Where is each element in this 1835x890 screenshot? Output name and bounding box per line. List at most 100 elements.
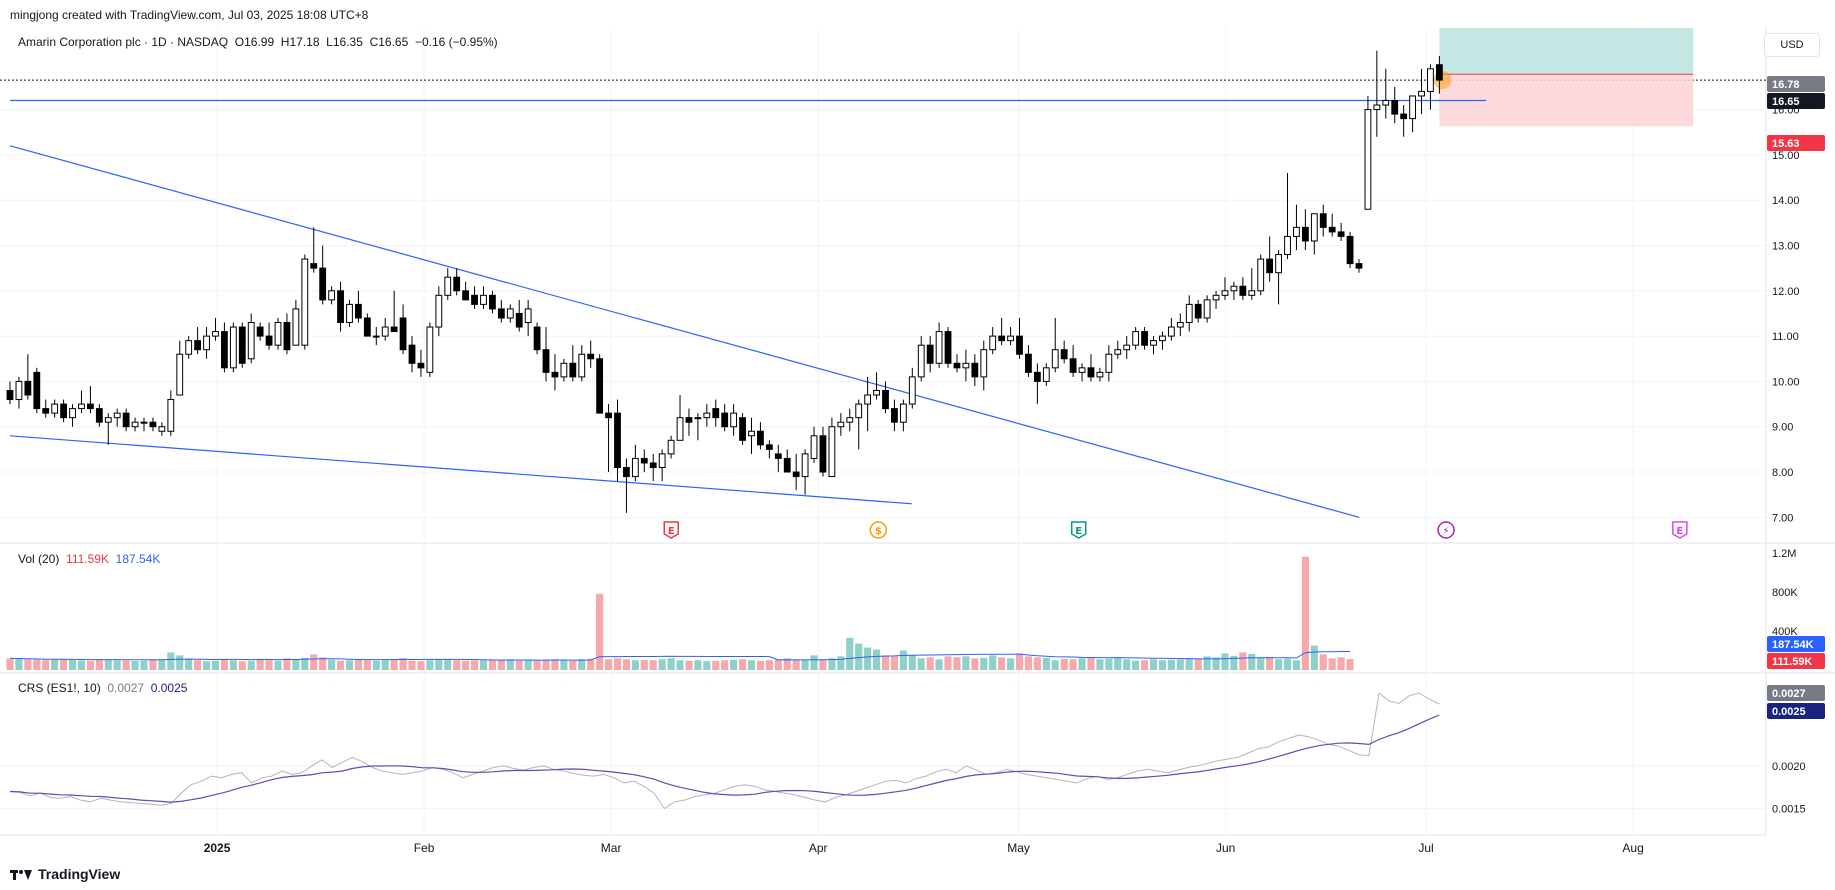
volume-bar xyxy=(247,660,255,670)
candle-body xyxy=(1105,353,1113,373)
candle-body xyxy=(238,326,246,364)
trendlines[interactable] xyxy=(9,99,1487,518)
open-value: 16.99 xyxy=(244,35,275,49)
volume-bar xyxy=(1105,658,1113,670)
candle-body xyxy=(962,362,970,369)
candle-body xyxy=(873,389,880,396)
candle-body xyxy=(229,326,237,369)
volume-bar xyxy=(899,650,907,670)
candle-body xyxy=(506,308,514,319)
candlestick-series xyxy=(6,50,1443,513)
time-tick-label: Feb xyxy=(414,841,435,855)
volume-bar xyxy=(265,660,273,670)
crs-legend[interactable]: CRS (ES1!, 10) 0.0027 0.0025 xyxy=(18,681,187,695)
volume-bar xyxy=(926,657,934,670)
dividend-marker-glyph: $ xyxy=(875,526,882,537)
volume-bar xyxy=(1221,653,1229,670)
earnings-marker xyxy=(663,521,680,539)
volume-bar xyxy=(1033,657,1041,670)
candle-body xyxy=(819,435,827,473)
candle-body xyxy=(372,335,380,338)
volume-bar xyxy=(596,593,604,670)
event-markers[interactable]: E $ E ⚡ E xyxy=(663,521,1688,539)
trendline xyxy=(9,145,1360,518)
candle-body xyxy=(989,335,997,351)
target-zone xyxy=(1439,28,1694,75)
candle-body xyxy=(1266,258,1274,274)
candle-body xyxy=(417,362,425,369)
candle-body xyxy=(908,376,916,405)
target-price-label: 16.78 xyxy=(1772,79,1800,91)
candle-body xyxy=(828,426,836,478)
volume-bar xyxy=(363,660,371,670)
volume-bar xyxy=(408,660,416,670)
earnings-marker-glyph: E xyxy=(1075,526,1082,537)
candle-body xyxy=(453,276,461,292)
candle-body xyxy=(390,326,398,333)
candle-body xyxy=(15,380,23,401)
volume-bar xyxy=(60,659,68,670)
candle-body xyxy=(596,358,604,414)
volume-bar xyxy=(77,660,86,670)
volume-bar xyxy=(1212,657,1220,670)
volume-bar xyxy=(801,660,809,670)
close-label: C xyxy=(369,35,379,49)
crs-ma-label: 0.0025 xyxy=(1772,706,1806,718)
high-label: H xyxy=(280,35,290,49)
volume-bar xyxy=(328,659,336,670)
volume-bar xyxy=(1176,659,1184,670)
volume-bar xyxy=(1069,659,1077,670)
candle-body xyxy=(426,326,434,373)
candle-body xyxy=(614,412,621,469)
volume-bar xyxy=(381,660,389,670)
candle-body xyxy=(221,331,228,369)
candle-body xyxy=(810,435,818,459)
candle-body xyxy=(757,430,764,446)
volume-bar xyxy=(1060,658,1068,670)
long-position-tool[interactable] xyxy=(1433,28,1694,127)
volume-bar xyxy=(113,660,121,670)
candle-body xyxy=(328,290,336,301)
candle-body xyxy=(381,326,389,337)
candle-body xyxy=(774,453,782,459)
volume-bar xyxy=(560,660,568,670)
volume-bar xyxy=(631,660,639,670)
candle-body xyxy=(1060,349,1068,360)
volume-bar xyxy=(24,659,32,670)
candle-body xyxy=(167,399,175,432)
volume-bar xyxy=(1167,659,1175,670)
volume-legend[interactable]: Vol (20) 111.59K 187.54K xyxy=(18,552,160,566)
split-marker xyxy=(1437,521,1455,539)
candle-body xyxy=(1016,335,1023,355)
volume-bar xyxy=(1239,652,1247,670)
volume-bar xyxy=(104,659,112,670)
volume-bar xyxy=(1051,660,1059,670)
candle-body xyxy=(694,417,702,420)
candle-body xyxy=(1409,95,1416,120)
grid-lines xyxy=(0,28,1835,836)
currency-button[interactable]: USD xyxy=(1764,33,1820,57)
candle-body xyxy=(95,408,103,423)
crs-ma-line xyxy=(9,714,1440,803)
volume-bar xyxy=(721,660,729,670)
candle-body xyxy=(605,412,612,419)
candle-body xyxy=(60,403,68,419)
candle-body xyxy=(953,362,961,369)
candle-body xyxy=(855,403,863,419)
candle-body xyxy=(1096,371,1104,378)
volume-bar xyxy=(622,659,630,670)
candle-body xyxy=(1337,231,1345,237)
volume-bar xyxy=(274,660,282,670)
candle-body xyxy=(140,421,148,424)
volume-bar xyxy=(971,658,979,670)
candle-body xyxy=(42,408,50,414)
volume-bar xyxy=(604,659,613,670)
symbol-legend[interactable]: Amarin Corporation plc · 1D · NASDAQ O16… xyxy=(18,35,498,49)
volume-bar xyxy=(497,659,505,670)
volume-bar xyxy=(533,660,541,670)
volume-bar xyxy=(1149,659,1158,670)
candle-body xyxy=(1042,367,1050,382)
volume-bar xyxy=(310,654,318,670)
volume-bar xyxy=(908,655,916,670)
